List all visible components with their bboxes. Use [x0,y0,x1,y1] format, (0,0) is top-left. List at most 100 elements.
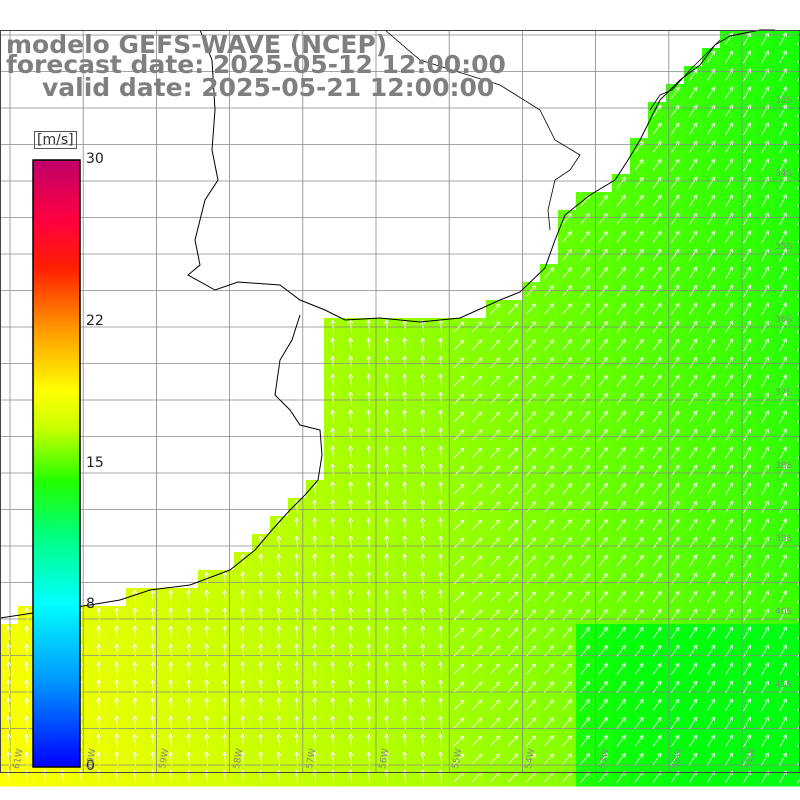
wind-arrow [706,464,716,478]
wind-arrow [24,733,30,749]
wind-arrow [96,715,102,731]
wind-arrow [384,319,390,335]
wind-arrow [797,598,800,604]
wind-arrow [384,409,390,425]
wind-arrow [330,589,336,605]
wind-arrow [366,625,372,641]
wind-arrow [743,122,751,136]
wind-arrow [706,104,716,118]
wind-arrow [634,518,644,531]
wind-arrow [562,573,572,585]
wind-arrow [366,661,372,677]
wind-arrow [240,661,246,677]
wind-arrow [222,679,228,695]
wind-arrow [725,716,734,730]
wind-arrow [24,679,30,695]
wind-arrow [438,535,444,551]
wind-arrow [743,518,751,532]
wind-arrow [507,663,519,675]
wind-arrow [797,418,800,424]
wind-arrow [438,337,444,353]
wind-arrow [330,499,336,515]
wind-arrow [562,591,572,603]
wind-arrow [544,501,554,513]
wind-arrow [598,645,608,657]
wind-arrow [743,32,751,46]
wind-arrow [634,464,644,477]
wind-arrow [634,662,644,675]
wind-arrow [168,715,174,731]
wind-arrow [562,555,572,567]
wind-arrow [598,573,608,585]
wind-arrow [453,753,465,765]
wind-arrow [706,212,716,226]
wind-arrow [670,752,680,766]
wind-arrow [670,572,680,586]
wind-arrow [438,589,444,605]
colorbar-tick-label: 0 [86,758,95,774]
wind-arrow [652,680,662,693]
wind-arrow [670,230,680,244]
wind-arrow [670,662,680,676]
wind-arrow [526,411,537,423]
wind-arrow [670,212,680,226]
wind-arrow [507,411,519,423]
wind-arrow [634,284,644,297]
wind-arrow [725,572,734,586]
wind-arrow [294,607,300,623]
wind-arrow [725,536,734,550]
wind-arrow [706,428,716,442]
wind-arrow [797,184,800,190]
wind-arrow [706,554,716,568]
wind-arrow [507,429,519,441]
wind-arrow [725,284,734,298]
wind-arrow [761,86,769,100]
wind-arrow [688,698,698,712]
wind-arrow [580,555,590,567]
wind-arrow [330,643,336,659]
wind-arrow [706,482,716,496]
wind-arrow [688,680,698,694]
wind-arrow [507,357,519,369]
wind-arrow [526,537,537,549]
latitude-label: 40S [775,607,793,617]
field-cell [792,732,800,751]
wind-arrow [276,607,282,623]
wind-arrow [706,68,716,82]
wind-arrow [507,627,519,639]
wind-arrow [204,679,210,695]
wind-arrow [438,427,444,443]
wind-arrow [761,752,769,766]
wind-arrow [420,463,426,479]
wind-arrow [384,679,390,695]
field-cell [792,174,800,193]
wind-arrow [779,248,787,262]
wind-arrow [598,465,608,477]
wind-arrow [598,681,608,693]
wind-arrow [652,338,662,351]
wind-arrow [562,753,572,765]
wind-arrow [562,321,572,333]
wind-arrow [420,607,426,623]
wind-arrow [276,679,282,695]
wind-arrow [743,158,751,172]
wind-arrow [725,608,734,622]
wind-arrow [312,571,318,587]
wind-arrow [743,284,751,298]
wind-arrow [312,751,318,767]
wind-arrow [670,302,680,316]
wind-arrow [420,553,426,569]
wind-arrow [489,591,501,603]
wind-arrow [526,519,537,531]
wind-arrow [258,715,264,731]
wind-arrow [670,266,680,280]
wind-arrow [761,50,769,64]
wind-arrow [634,554,644,567]
wind-arrow [294,589,300,605]
wind-arrow [706,626,716,640]
field-cell [792,516,800,535]
wind-arrow [438,679,444,695]
wind-speed-field [0,30,800,787]
wind-arrow [580,501,590,513]
